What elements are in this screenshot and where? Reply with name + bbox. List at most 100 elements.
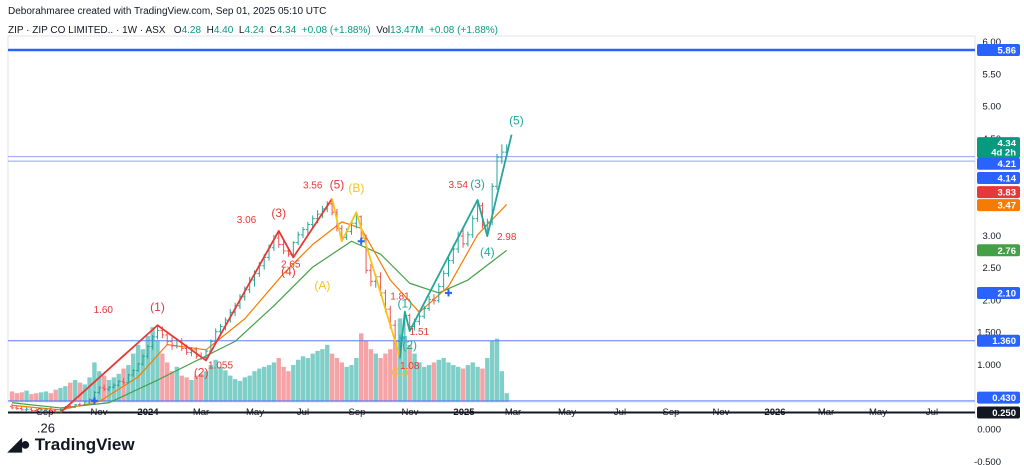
volume-bar (111, 377, 117, 402)
volume-bar (155, 340, 160, 402)
volume-bar (363, 340, 369, 402)
volume-bar (451, 365, 456, 402)
wave-annotation: 3.54 (448, 180, 468, 191)
price-tick-label: 1.000 (977, 360, 1001, 371)
wave-annotation: (4) (480, 245, 495, 259)
price-tag-label: 2.10 (998, 288, 1017, 299)
wave-annotation: 2.65 (281, 259, 301, 270)
symbol-info-bar[interactable]: ZIP · ZIP CO LIMITED.. · 1W · ASX O4.28 … (8, 25, 498, 36)
volume-bar (9, 391, 15, 402)
volume-bar (34, 393, 39, 402)
volume-bar (300, 356, 306, 402)
price-candle (43, 407, 48, 412)
wave-annotation: (A) (314, 278, 330, 292)
price-candle (301, 227, 305, 239)
volume-bar (19, 392, 24, 402)
price-candle (29, 407, 34, 412)
volume-bar (194, 375, 199, 402)
price-candle (150, 334, 155, 350)
wave-annotation: (5) (509, 114, 524, 128)
wave-annotation: (B) (348, 181, 364, 195)
volume-bar (257, 368, 262, 402)
price-candle (441, 270, 446, 290)
volume-bar (504, 393, 509, 402)
volume-bar (354, 358, 359, 402)
price-tag-bg (977, 334, 1020, 347)
volume-label: Vol (376, 25, 391, 36)
volume-value: 13.47M (390, 25, 424, 36)
price-candle (111, 383, 116, 389)
price-candle (368, 263, 373, 287)
price-candle (461, 227, 466, 248)
volume-bar (24, 390, 29, 402)
volume-bar (489, 340, 495, 402)
volume-bar (252, 371, 257, 402)
price-tick-label: 5.00 (983, 102, 1002, 113)
volume-bar (480, 368, 485, 402)
volume-bar (320, 349, 325, 402)
price-tag-label: 0.250 (992, 408, 1016, 419)
price-candle (431, 294, 436, 305)
volume-bar (38, 392, 44, 402)
volume-bar (470, 362, 475, 402)
price-candle (155, 325, 160, 340)
price-tick-label: 5.50 (983, 69, 1002, 80)
volume-bar (77, 382, 83, 402)
interval[interactable]: 1W (122, 25, 138, 36)
volume-bar (397, 318, 403, 402)
volume-bar (281, 366, 286, 402)
price-tag-bg (977, 157, 1020, 170)
price-tick-label: 6.00 (983, 37, 1002, 48)
price-candle (140, 354, 145, 366)
volume-bar (165, 362, 170, 402)
volume-bar (417, 362, 422, 402)
volume-bar (295, 359, 301, 402)
volume-bar (339, 362, 344, 402)
volume-bar (422, 366, 427, 402)
price-candle (10, 404, 14, 410)
volume-bar (310, 353, 315, 402)
price-tag: 2.76 (977, 244, 1020, 257)
price-candle (165, 331, 170, 345)
volume-bar (266, 365, 272, 402)
price-candle (417, 313, 422, 326)
volume-bar (135, 344, 141, 402)
volume-bar (431, 362, 437, 402)
low-value: 4.24 (244, 25, 264, 36)
volume-bar (383, 353, 388, 402)
low-label: L (238, 25, 245, 36)
price-tag-bg (977, 391, 1020, 404)
volume-bar (145, 336, 150, 402)
volume-bar (232, 379, 238, 402)
price-candle (136, 362, 141, 372)
volume-bar (460, 368, 466, 402)
price-tag-label: 5.86 (998, 46, 1017, 57)
volume-bar (291, 365, 296, 402)
volume-bar (140, 349, 146, 402)
volume-bar (218, 366, 223, 402)
price-tag-bg (977, 137, 1020, 150)
wave-annotation: 3.56 (303, 181, 323, 192)
price-tag-label: 2.76 (998, 246, 1017, 257)
separator: · (139, 25, 146, 36)
wave-annotation: 3.06 (237, 215, 257, 226)
volume-bar (213, 359, 218, 402)
price-candle (305, 221, 310, 235)
volume-bar (349, 365, 354, 402)
price-candle (87, 398, 92, 404)
volume-bar (208, 365, 214, 402)
tradingview-logo-icon: ◢● (8, 434, 31, 454)
tradingview-logo[interactable]: ◢● TradingView (8, 434, 135, 455)
wave-annotation: (3) (470, 177, 485, 191)
wave-annotation: 1.055 (208, 360, 233, 371)
price-tag-bg (977, 199, 1020, 212)
price-candle (107, 385, 111, 392)
volume-bar (242, 377, 247, 402)
symbol-name[interactable]: ZIP · ZIP CO LIMITED.. (8, 25, 114, 36)
moving-average-green (11, 240, 508, 409)
elliott-wave-yellow (331, 198, 401, 358)
volume-bar (392, 340, 398, 402)
price-tag-label: 4d 2h (991, 148, 1016, 159)
volume-bar (456, 366, 461, 402)
